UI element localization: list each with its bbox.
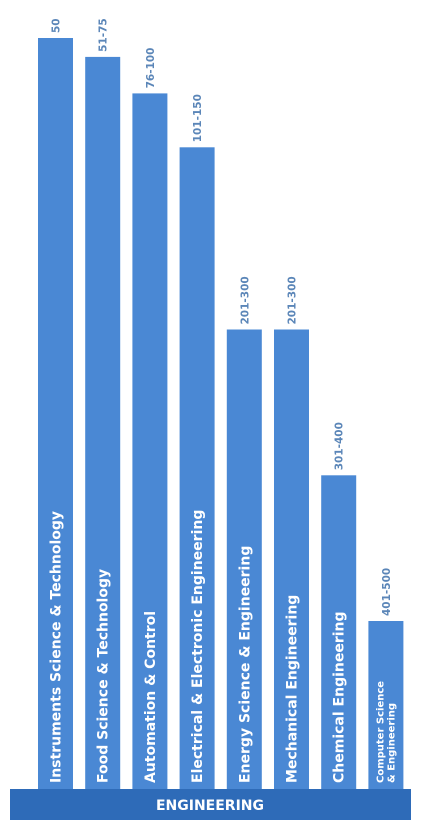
- bar-5: [226, 329, 262, 789]
- category-label-4: Electrical & Electronic Engineering: [190, 510, 206, 783]
- category-label-3: Automation & Control: [143, 611, 159, 783]
- footer-band: [10, 789, 411, 820]
- category-label-5: Energy Science & Engineering: [237, 546, 253, 783]
- category-label-2: Food Science & Technology: [96, 569, 112, 783]
- range-label-8: 401-500: [381, 568, 393, 616]
- bar-1: [38, 38, 73, 789]
- category-label-8-line-1: Computer Science: [375, 681, 386, 783]
- range-label-7: 301-400: [334, 422, 346, 470]
- bars-group: [38, 38, 404, 790]
- bar-3: [132, 93, 168, 789]
- range-label-5: 201-300: [239, 276, 251, 324]
- range-labels-group: 50 51-75 76-100 101-150 201-300 201-300 301-40…: [51, 18, 393, 616]
- category-label-8-line-2: & Engineering: [386, 703, 397, 783]
- range-label-6: 201-300: [287, 276, 299, 324]
- range-label-3: 76-100: [145, 48, 157, 89]
- category-label-1: Instruments Science & Technology: [49, 511, 65, 783]
- footer-label: ENGINEERING: [156, 798, 264, 814]
- range-label-2: 51-75: [98, 18, 110, 52]
- bar-7: [321, 475, 357, 790]
- bar-2: [85, 56, 121, 789]
- category-label-6: Mechanical Engineering: [285, 595, 301, 783]
- category-label-7: Chemical Engineering: [332, 611, 348, 783]
- bar-4: [179, 147, 215, 790]
- range-label-4: 101-150: [192, 94, 204, 142]
- range-label-1: 50: [51, 18, 63, 33]
- category-labels-group: Instruments Science & Technology Food Sci…: [49, 510, 398, 783]
- bar-6: [274, 329, 309, 789]
- bar-8: [368, 621, 404, 789]
